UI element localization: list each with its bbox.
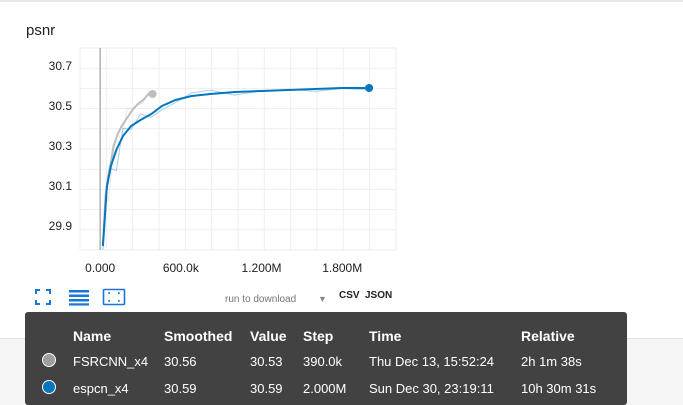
row-name: FSRCNN_x4 (73, 354, 149, 369)
y-tick-label: 29.9 (49, 219, 73, 233)
series-line (101, 87, 370, 247)
y-tick-label: 30.1 (49, 179, 73, 193)
y-tick-label: 30.7 (49, 59, 73, 73)
download-run-select[interactable]: run to download (225, 294, 297, 305)
x-tick-label: 1.800M (322, 261, 362, 275)
series-end-point (148, 90, 157, 98)
x-tick-label: 0.000 (85, 261, 115, 275)
header-name: Name (73, 328, 112, 344)
header-value: Value (250, 328, 287, 344)
fit-domain-icon[interactable] (102, 288, 126, 306)
series-color-dot (42, 380, 56, 394)
expand-icon[interactable] (34, 288, 52, 306)
series-end-point (365, 84, 374, 92)
row-name: espcn_x4 (73, 381, 129, 396)
row-relative: 2h 1m 38s (521, 354, 582, 369)
x-tick-label: 600.0k (163, 261, 200, 275)
row-value: 30.59 (250, 381, 283, 396)
row-relative: 10h 30m 31s (521, 381, 597, 396)
row-value: 30.53 (250, 354, 283, 369)
json-link[interactable]: JSON (365, 290, 393, 301)
data-tooltip: Name Smoothed Value Step Time Relative F… (25, 312, 627, 405)
card-top-border (0, 0, 683, 2)
row-smoothed: 30.59 (164, 381, 197, 396)
y-tick-label: 30.3 (49, 139, 73, 153)
chevron-down-icon[interactable]: ▼ (318, 294, 327, 304)
row-step: 2.000M (303, 381, 347, 396)
series-color-dot (42, 353, 56, 367)
header-relative: Relative (521, 328, 575, 344)
header-time: Time (369, 328, 402, 344)
row-time: Sun Dec 30, 23:19:11 (369, 381, 494, 396)
header-smoothed: Smoothed (164, 328, 233, 344)
csv-link[interactable]: CSV (339, 290, 360, 301)
row-step: 390.0k (303, 354, 343, 369)
card-title: psnr (26, 22, 56, 39)
y-tick-label: 30.5 (49, 99, 73, 113)
row-smoothed: 30.56 (164, 354, 197, 369)
psnr-chart[interactable]: 0.000 600.0k 1.200M 1.800M 29.9 30.1 30.3 30.5 3… (0, 0, 683, 290)
row-time: Thu Dec 13, 15:52:24 (369, 354, 495, 369)
data-table-icon[interactable] (68, 288, 90, 306)
header-step: Step (303, 328, 334, 344)
x-tick-label: 1.200M (242, 261, 282, 275)
